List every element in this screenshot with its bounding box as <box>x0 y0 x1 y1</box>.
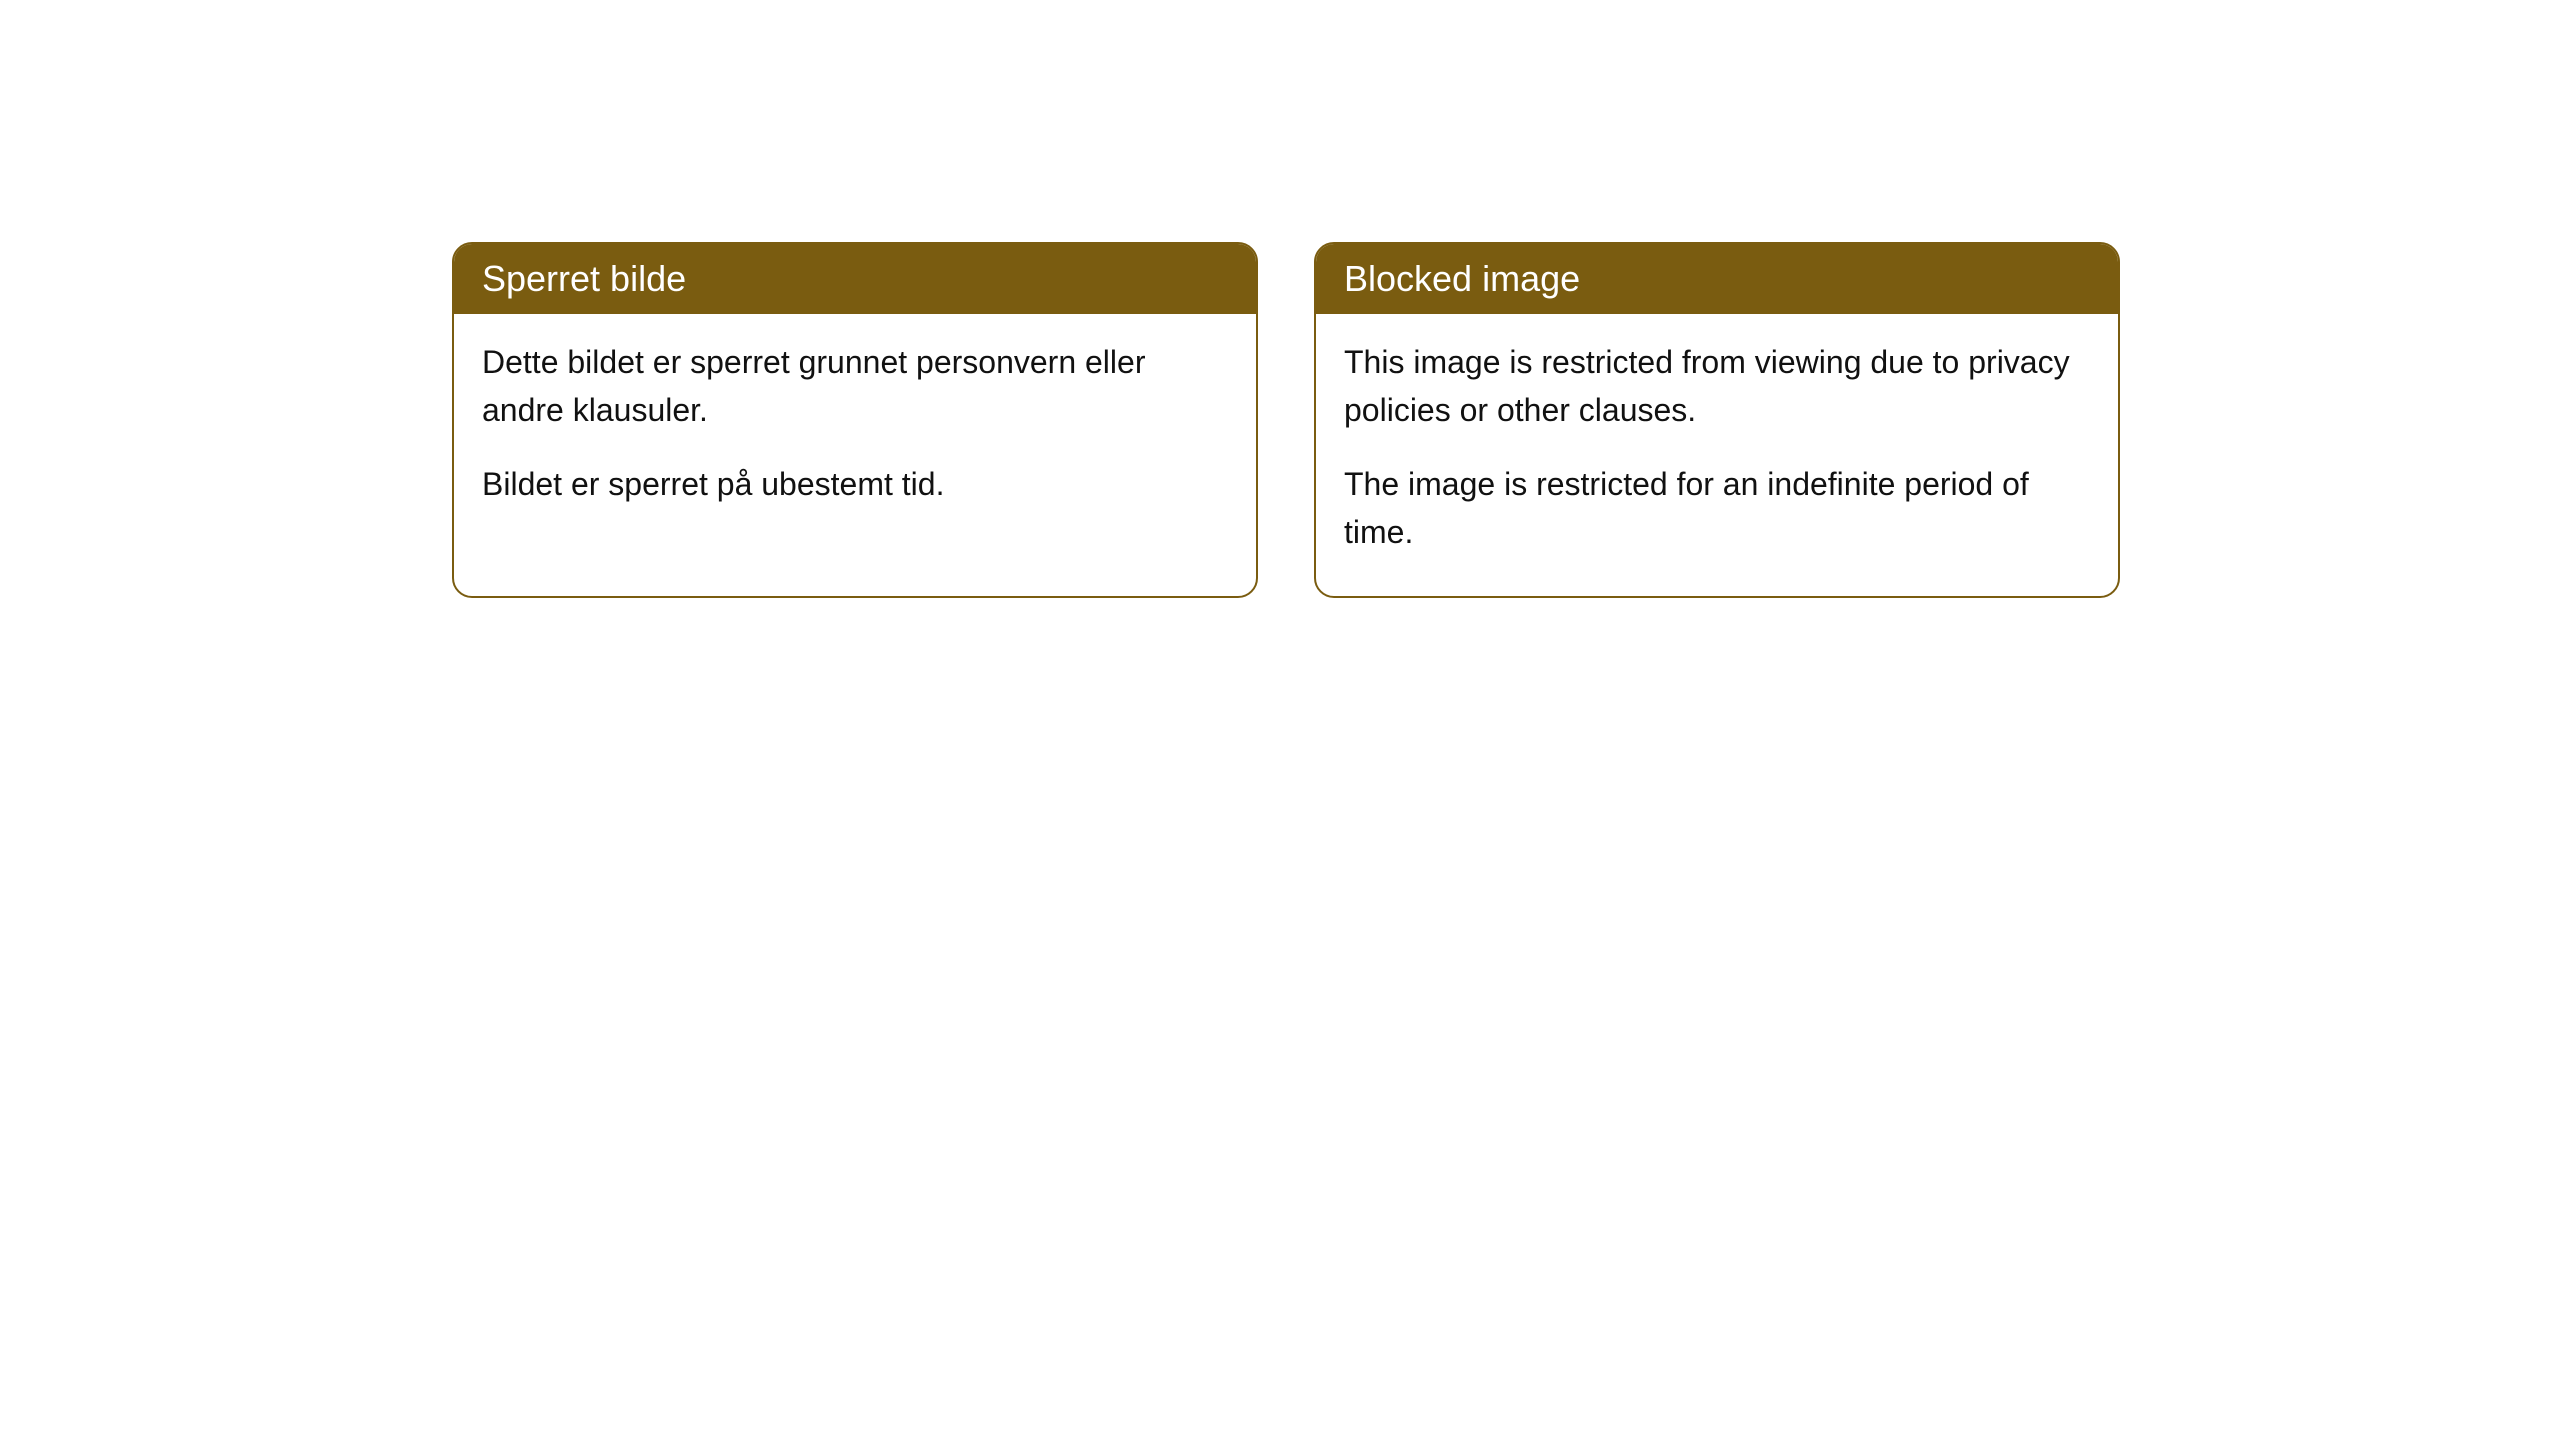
card-header: Blocked image <box>1316 244 2118 314</box>
notice-card-english: Blocked image This image is restricted f… <box>1314 242 2120 598</box>
card-header: Sperret bilde <box>454 244 1256 314</box>
card-paragraph: Dette bildet er sperret grunnet personve… <box>482 338 1228 434</box>
card-paragraph: This image is restricted from viewing du… <box>1344 338 2090 434</box>
card-title: Blocked image <box>1344 258 1580 299</box>
card-body: This image is restricted from viewing du… <box>1316 314 2118 596</box>
card-title: Sperret bilde <box>482 258 686 299</box>
card-paragraph: The image is restricted for an indefinit… <box>1344 460 2090 556</box>
notice-card-norwegian: Sperret bilde Dette bildet er sperret gr… <box>452 242 1258 598</box>
notice-cards-container: Sperret bilde Dette bildet er sperret gr… <box>452 242 2120 598</box>
card-body: Dette bildet er sperret grunnet personve… <box>454 314 1256 548</box>
card-paragraph: Bildet er sperret på ubestemt tid. <box>482 460 1228 508</box>
